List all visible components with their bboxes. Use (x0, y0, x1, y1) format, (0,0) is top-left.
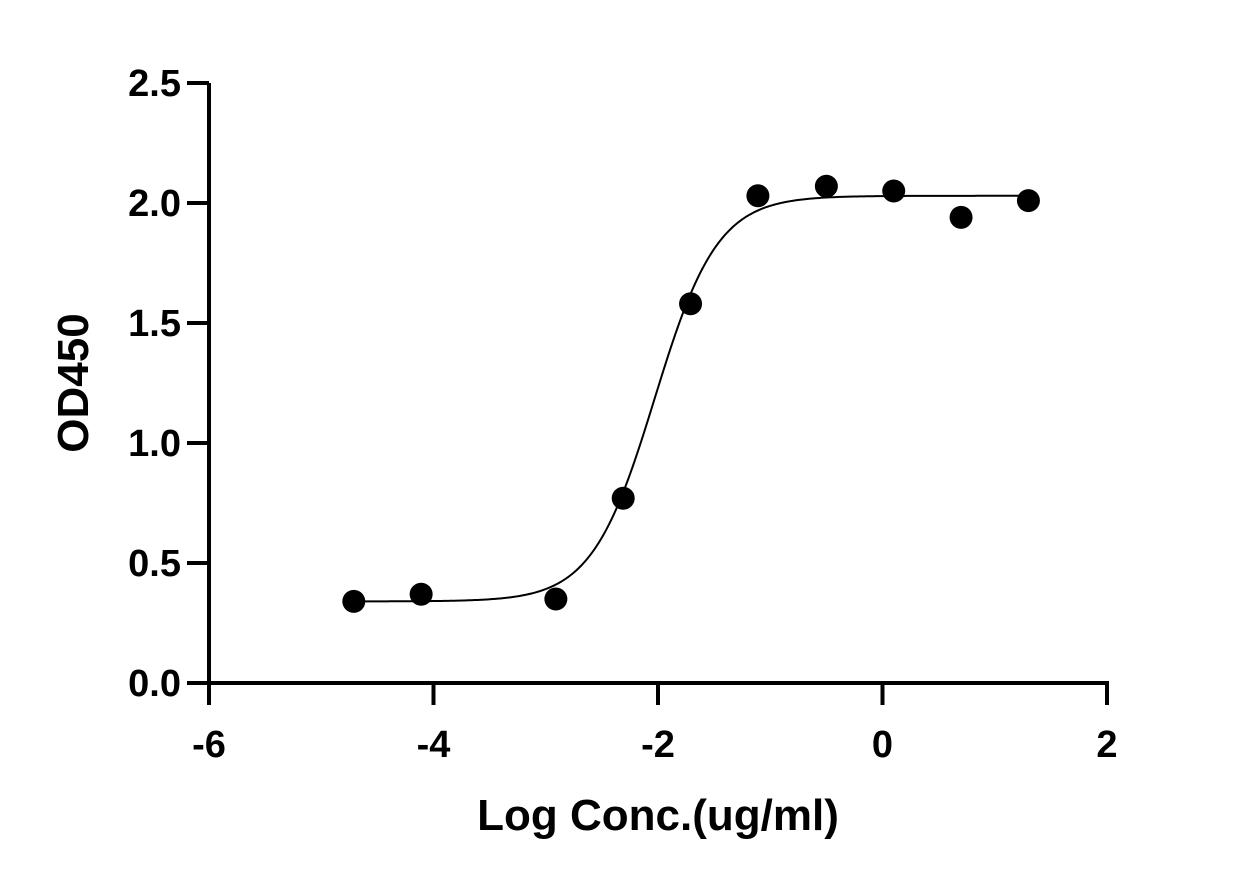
data-point (544, 587, 568, 611)
data-point (1016, 189, 1040, 213)
ticks: -6 -4 -2 0 2 0.0 0.5 1.0 1.5 2.0 2.5 (128, 63, 1117, 766)
y-tick-label: 1.5 (128, 303, 181, 345)
x-tick-label: 2 (1096, 724, 1117, 766)
axes (207, 83, 1109, 685)
x-tick-label: -6 (192, 724, 226, 766)
x-tick-label: -2 (641, 724, 675, 766)
data-point (949, 205, 973, 229)
y-tick-label: 0.5 (128, 543, 181, 585)
y-tick-label: 2.5 (128, 63, 181, 105)
data-point (611, 486, 635, 510)
data-point (679, 292, 703, 316)
x-tick-label: 0 (872, 724, 893, 766)
x-axis-title: Log Conc.(ug/ml) (477, 791, 839, 840)
data-point (882, 179, 906, 203)
y-tick-label: 0.0 (128, 663, 181, 705)
y-axis-title: OD450 (49, 313, 98, 452)
x-tick-label: -4 (417, 724, 451, 766)
y-tick-label: 2.0 (128, 183, 181, 225)
data-point (814, 174, 838, 198)
y-tick-label: 1.0 (128, 423, 181, 465)
fit-curve (353, 194, 1029, 603)
data-point (746, 184, 770, 208)
data-points (342, 174, 1040, 613)
data-point (342, 589, 366, 613)
data-point (409, 582, 433, 606)
